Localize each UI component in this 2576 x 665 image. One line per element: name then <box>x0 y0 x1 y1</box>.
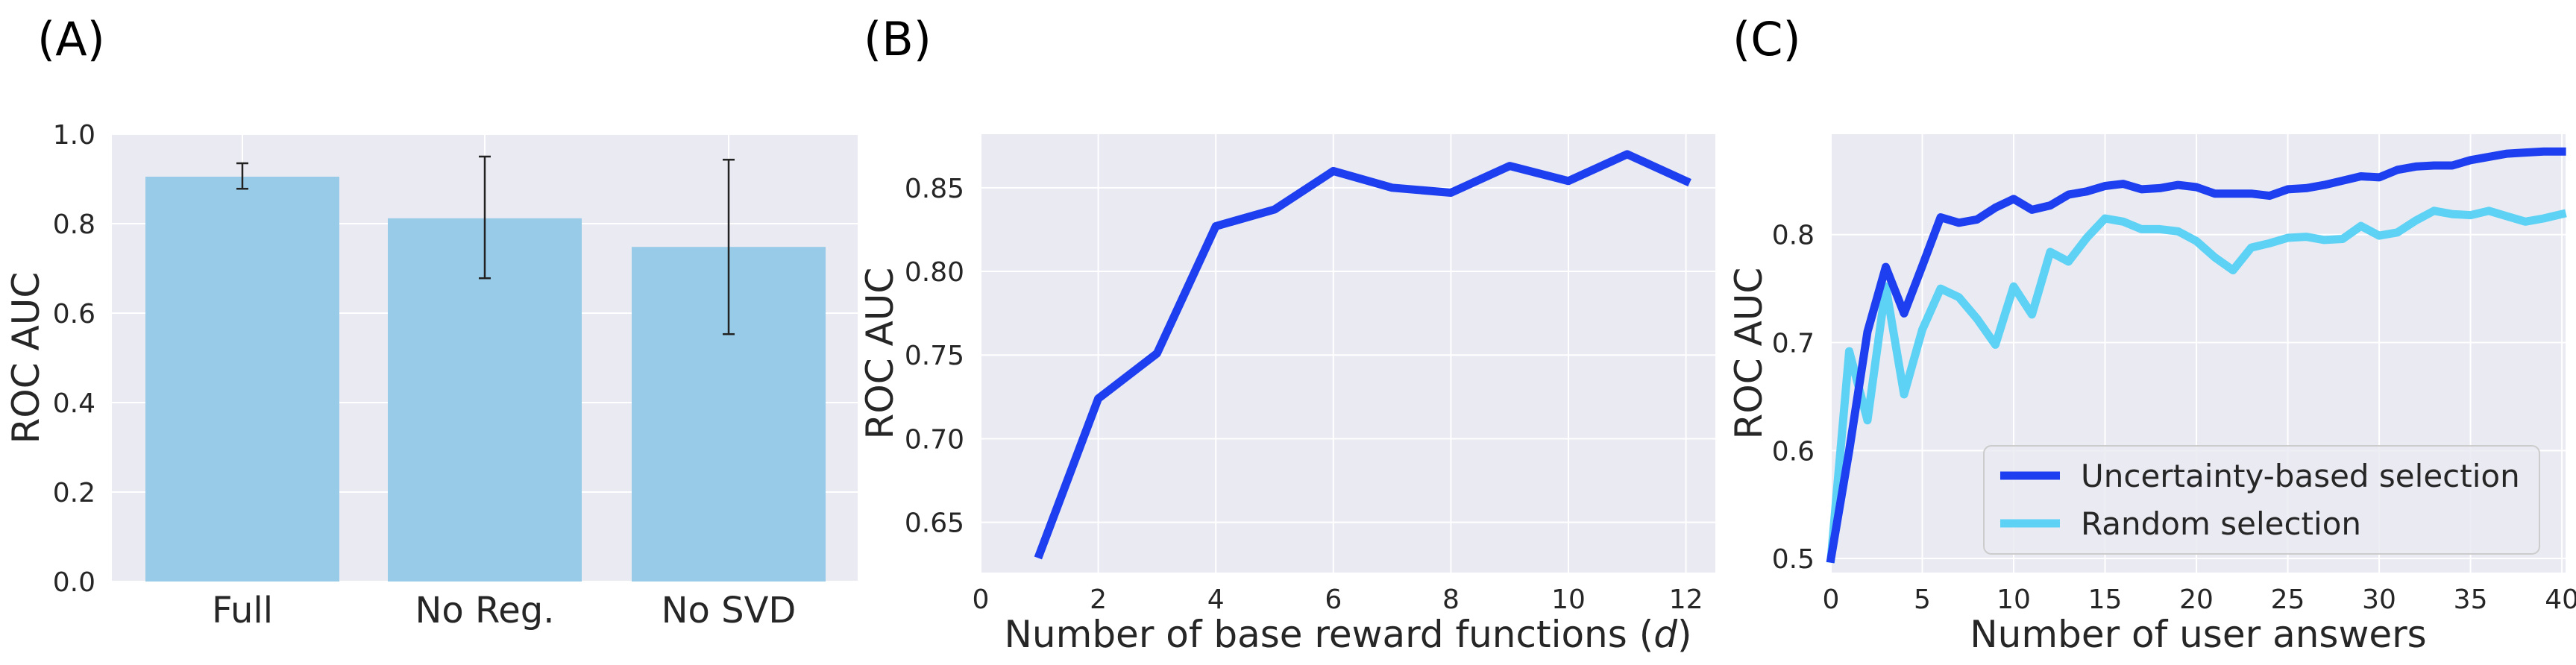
y-tick-label: 0.5 <box>1772 544 1815 575</box>
y-tick-label: 0.7 <box>1772 329 1815 359</box>
x-tick-label: 30 <box>2362 584 2396 615</box>
x-tick-label: 6 <box>1325 584 1342 615</box>
x-tick-label: 0 <box>973 584 990 615</box>
panel-label-a: (A) <box>37 12 105 66</box>
x-tick-label: 12 <box>1669 584 1703 615</box>
y-tick-label: 0.0 <box>53 567 95 598</box>
legend-box <box>1983 445 2540 555</box>
x-category-label: No SVD <box>662 590 797 631</box>
y-tick-label: 0.75 <box>905 341 964 371</box>
x-axis-title: Number of base reward functions (d) <box>1005 613 1692 656</box>
panel-c-line-chart: 0.5 0.6 0.7 0.8 0 5 10 15 20 25 30 35 40 Uncertainty-… <box>1727 134 2576 656</box>
panel-label-c: (C) <box>1732 12 1801 66</box>
y-tick-label: 0.4 <box>53 388 95 419</box>
y-axis-title: ROC AUC <box>1727 268 1771 440</box>
y-tick-label: 0.6 <box>53 299 95 330</box>
random-series-line <box>1826 207 2567 564</box>
y-axis-title: ROC AUC <box>4 272 48 444</box>
x-axis-title: Number of user answers <box>1970 613 2426 656</box>
y-axis-title: ROC AUC <box>858 268 902 440</box>
x-tick-label: 10 <box>1997 584 2031 615</box>
y-tick-label: 0.8 <box>53 209 95 240</box>
x-category-label: Full <box>212 590 273 631</box>
x-category-label: No Reg. <box>415 590 555 631</box>
y-tick-label: 0.80 <box>905 257 964 288</box>
legend-label: Uncertainty-based selection <box>2081 458 2520 494</box>
plot-area <box>981 134 1715 573</box>
x-tick-label: 8 <box>1442 584 1460 615</box>
x-tick-label: 10 <box>1551 584 1586 615</box>
series-line <box>1034 150 1691 560</box>
legend-label: Random selection <box>2081 505 2361 542</box>
x-tick-label: 25 <box>2271 584 2305 615</box>
x-tick-label: 5 <box>1914 584 1931 615</box>
x-tick-label: 35 <box>2454 584 2488 615</box>
y-tick-label: 0.85 <box>905 174 964 204</box>
y-tick-label: 1.0 <box>53 120 95 151</box>
y-tick-label: 0.65 <box>905 508 964 539</box>
x-tick-label: 4 <box>1207 584 1225 615</box>
panel-a-bar-chart: 0.0 0.2 0.4 0.6 0.8 1.0 Full No Reg. No SVD ROC A… <box>4 120 858 631</box>
y-tick-label: 0.70 <box>905 424 964 455</box>
uncertainty-series-line <box>1826 147 2566 564</box>
bar-1 <box>145 177 339 582</box>
x-tick-label: 40 <box>2545 584 2576 615</box>
y-tick-label: 0.2 <box>53 478 95 508</box>
panel-label-b: (B) <box>864 12 932 66</box>
x-tick-label: 2 <box>1090 584 1107 615</box>
x-tick-label: 0 <box>1823 584 1840 615</box>
x-tick-label: 15 <box>2088 584 2123 615</box>
y-tick-label: 0.6 <box>1772 436 1815 467</box>
y-tick-label: 0.8 <box>1772 221 1815 251</box>
x-tick-label: 20 <box>2179 584 2214 615</box>
